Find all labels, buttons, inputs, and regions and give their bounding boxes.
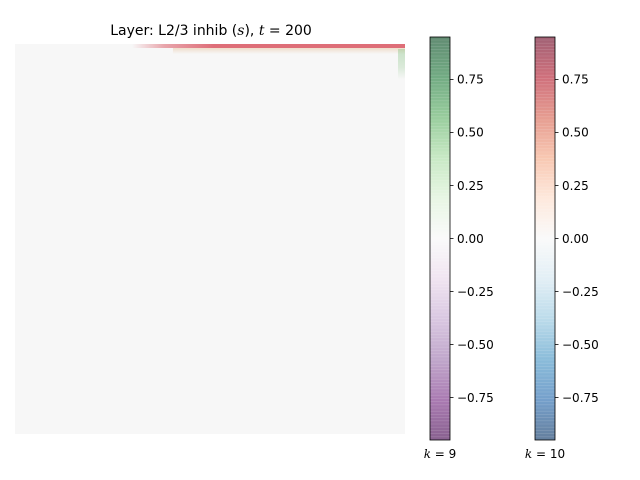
colorbar-tick-label: 0.25 [562,179,589,193]
colorbar-tick-label: −0.50 [457,338,494,352]
colorbar-tick-label: −0.75 [457,391,494,405]
heatmap-background [15,44,405,434]
colorbar-tick-label: 0.00 [562,232,589,246]
colorbar-k10-ticks: −0.75 −0.50 −0.25 0.00 0.25 0.50 0.75 [555,73,599,405]
colorbar-k10-gradient [535,37,555,440]
colorbar-tick-label: 0.75 [457,73,484,87]
colorbar-tick-label: −0.50 [562,338,599,352]
colorbar-tick-label: 0.50 [457,126,484,140]
colorbar-tick-label: −0.75 [562,391,599,405]
chart-title: Layer: L2/3 inhib (s), t = 200 [110,23,312,39]
colorbar-tick-label: −0.25 [457,285,494,299]
colorbar-tick-label: 0.00 [457,232,484,246]
heatmap-feature-band-right [398,49,405,80]
heatmap-features [132,44,405,80]
colorbar-k9: −0.75 −0.50 −0.25 0.00 0.25 0.50 0.75 k = 9 [424,36,494,461]
colorbar-tick-label: 0.50 [562,126,589,140]
colorbar-k9-stripes [430,39,450,441]
colorbar-k9-ticks: −0.75 −0.50 −0.25 0.00 0.25 0.50 0.75 [450,73,494,405]
colorbar-k9-label: k = 9 [424,447,457,461]
heatmap-feature-band-top [132,44,405,48]
colorbar-tick-label: 0.25 [457,179,484,193]
colorbar-k9-gradient [430,37,450,440]
heatmap [15,44,405,434]
heatmap-feature-band-top-glow [172,48,405,54]
colorbar-tick-label: 0.75 [562,73,589,87]
colorbar-tick-label: −0.25 [562,285,599,299]
colorbar-k10-label: k = 10 [525,447,565,461]
colorbar-k10-stripes [535,39,555,441]
colorbar-k10: −0.75 −0.50 −0.25 0.00 0.25 0.50 0.75 k = 10 [525,36,599,461]
